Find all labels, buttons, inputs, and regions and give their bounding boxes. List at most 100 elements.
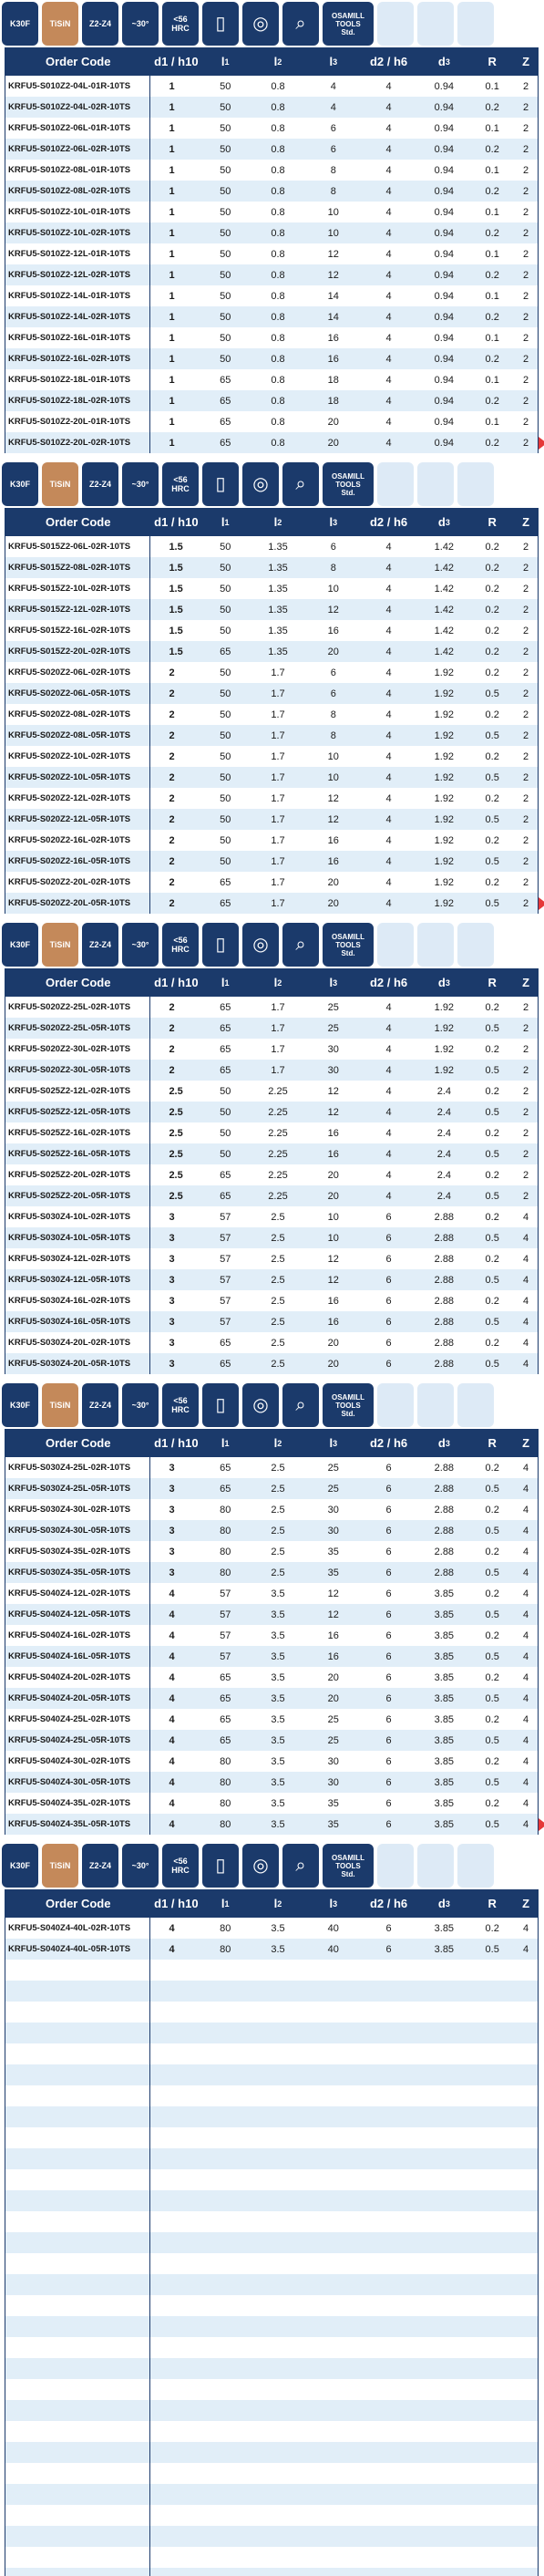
cell-empty [150,2568,201,2576]
cell-empty [514,2484,538,2505]
cell-z: 2 [522,646,529,657]
cell-empty [360,2484,418,2505]
cell-empty [249,1981,307,2002]
cell-l3: 12 [327,792,339,804]
cell-l1: 50 [220,750,231,762]
cell-empty [514,2002,538,2023]
product-table: Order Code d1 / h10 l 1 l 2 l 3 d2 / h6 d 3 R Z KRFU5… [5,47,544,453]
cell-code: KRFU5-S020Z2-08L-02R-10TS [5,704,151,725]
cell-l2: 0.8 [271,206,285,218]
cell-d3: 3.85 [434,1609,455,1620]
cell-l2: 0.8 [271,248,285,260]
cell-l2: 2.25 [268,1169,288,1181]
cell-d3: 1.92 [434,1022,455,1034]
cell-l2: 0.8 [271,311,285,323]
header-symbol: l [273,55,278,68]
cell-d2: 6 [385,1713,392,1725]
cell-d1: 2 [169,667,175,678]
cell-d3: 1.92 [434,792,455,804]
cell-d2: 4 [385,834,392,846]
cell-l1: 50 [220,604,231,616]
cell-l3: 12 [327,248,339,260]
cell-code: KRFU5-S040Z4-40L-02R-10TS [5,1918,151,1939]
cell-l2: 2.5 [271,1316,285,1328]
cell-r: 0.1 [485,332,499,344]
cell-empty [5,2043,151,2064]
cell-empty [417,2316,470,2337]
cell-empty [150,2505,201,2526]
cell-r: 0.5 [485,855,499,867]
cell-empty [150,2232,201,2253]
table-body: KRFU5-S030Z4-25L-02R-10TS 3 65 2.5 25 6 2.88 0.… [5,1457,538,1835]
cell-r: 0.1 [485,206,499,218]
cell-empty [360,2127,418,2148]
spec-badge [457,2,494,46]
column-header: Z [522,1436,530,1450]
cell-l3: 8 [330,709,336,720]
column-header: Order Code [45,1436,111,1450]
cell-empty [417,2169,470,2190]
header-subscript: 1 [224,517,230,527]
cell-d1: 2 [169,1064,175,1076]
table-row: KRFU5-S020Z2-06L-05R-10TS 2 50 1.7 6 4 1.92 0.5… [5,683,538,704]
header-symbol: l [273,1436,278,1450]
empty-row [5,2043,538,2064]
cell-d3: 2.4 [436,1169,451,1181]
cell-l1: 65 [220,1713,231,1725]
cell-l1: 65 [220,1022,231,1034]
cell-l1: 65 [220,1358,231,1370]
cell-l2: 0.8 [271,395,285,407]
cell-d2: 6 [385,1316,392,1328]
cell-empty [5,2106,151,2127]
cell-empty [5,2064,151,2085]
globe-icon: ◎ [252,14,269,34]
cell-empty [417,2232,470,2253]
cell-d3: 0.94 [434,206,455,218]
cell-d1: 1 [169,374,175,386]
cell-r: 0.2 [485,437,499,449]
cell-d2: 6 [385,1692,392,1704]
cell-empty [470,2002,514,2023]
empty-row [5,2484,538,2505]
cell-l3: 6 [330,667,336,678]
cell-code: KRFU5-S015Z2-06L-02R-10TS [5,536,151,557]
cell-z: 4 [522,1609,529,1620]
cell-empty [201,2295,249,2316]
cell-empty [201,2337,249,2358]
table-row: KRFU5-S010Z2-16L-01R-10TS 1 50 0.8 16 4 0.94 0.… [5,327,538,348]
empty-row [5,2295,538,2316]
cell-empty [360,2505,418,2526]
cell-d1: 4 [169,1797,175,1809]
cell-l3: 8 [330,729,336,741]
cell-z: 4 [522,1650,529,1662]
cell-l2: 2.25 [268,1085,288,1097]
cell-d2: 4 [385,1022,392,1034]
document-icon: ▯ [215,14,226,34]
cell-d1: 2 [169,834,175,846]
cell-d3: 0.94 [434,311,455,323]
cell-z: 2 [522,227,529,239]
cell-empty [514,2379,538,2400]
cell-l2: 3.5 [271,1922,285,1934]
cell-code: KRFU5-S010Z2-06L-01R-10TS [5,118,151,139]
cell-d1: 2 [169,1043,175,1055]
table-body: KRFU5-S040Z4-40L-02R-10TS 4 80 3.5 40 6 3.85 0.… [5,1918,538,2576]
cell-l1: 50 [220,311,231,323]
table-row: KRFU5-S020Z2-25L-02R-10TS 2 65 1.7 25 4 1.92 0.… [5,997,538,1018]
cell-l2: 1.7 [271,729,285,741]
cell-l3: 35 [327,1567,339,1578]
spec-badge: Z2-Z4 [82,462,118,506]
cell-z: 4 [522,1629,529,1641]
cell-empty [307,2253,360,2274]
cell-d2: 4 [385,897,392,909]
section-gap [0,1835,544,1842]
cell-l3: 25 [327,1483,339,1495]
header-symbol: l [221,1436,225,1450]
cell-l3: 30 [327,1755,339,1767]
cell-z: 2 [522,416,529,428]
table-row: KRFU5-S010Z2-10L-01R-10TS 1 50 0.8 10 4 0.94 0.… [5,202,538,222]
cell-d3: 1.92 [434,771,455,783]
header-symbol: d [437,1436,446,1450]
